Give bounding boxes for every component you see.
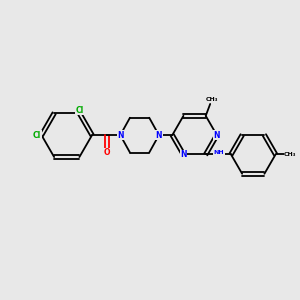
Text: N: N	[180, 150, 187, 159]
Text: N: N	[156, 130, 162, 140]
Text: O: O	[104, 148, 110, 158]
Text: CH₃: CH₃	[206, 97, 218, 102]
Text: Cl: Cl	[75, 106, 83, 115]
Text: N: N	[117, 130, 124, 140]
Text: N: N	[214, 130, 220, 140]
Text: NH: NH	[214, 151, 224, 155]
Text: Cl: Cl	[33, 130, 41, 140]
Text: CH₃: CH₃	[284, 152, 297, 157]
